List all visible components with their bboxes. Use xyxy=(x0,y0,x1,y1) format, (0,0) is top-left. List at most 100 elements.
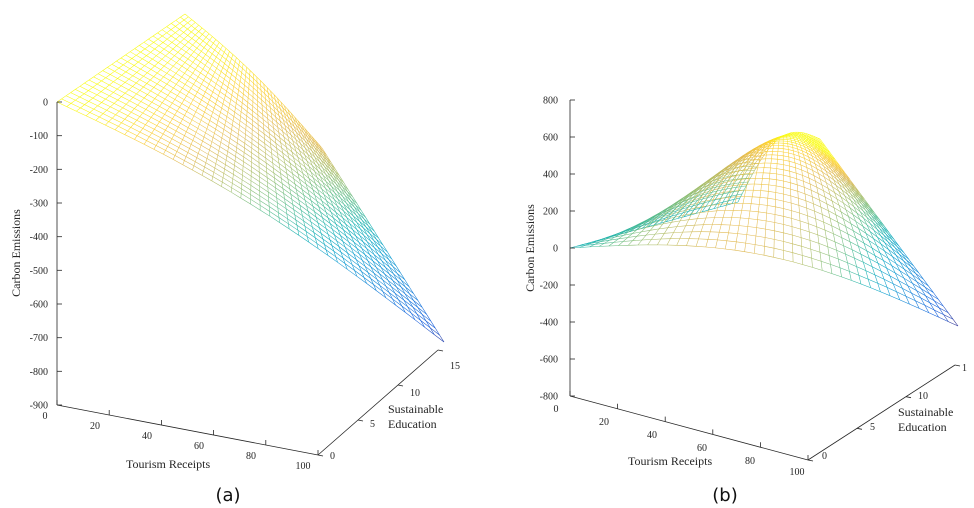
surface-mesh-line xyxy=(195,31,199,36)
surface-mesh-line xyxy=(193,111,197,116)
surface-mesh-line xyxy=(158,58,163,63)
surface-mesh-line xyxy=(221,182,223,187)
panel-a-x-tick-label: 100 xyxy=(296,461,311,472)
surface-mesh-line xyxy=(350,235,359,243)
surface-mesh-line xyxy=(200,115,204,121)
surface-mesh-line xyxy=(193,84,200,89)
surface-mesh-line xyxy=(842,171,847,176)
surface-mesh-line xyxy=(387,280,397,288)
surface-mesh-line xyxy=(215,159,218,164)
surface-mesh-line xyxy=(811,257,822,262)
surface-mesh-line xyxy=(179,19,185,24)
surface-mesh-line xyxy=(228,107,235,113)
surface-mesh-line xyxy=(80,104,85,109)
surface-mesh-line xyxy=(865,270,869,280)
surface-mesh-line xyxy=(645,230,651,236)
surface-mesh-line xyxy=(113,78,118,82)
panel-a-y-ticks: 0 5 10 15 xyxy=(317,349,460,462)
surface-mesh-line xyxy=(322,238,333,246)
surface-mesh-line xyxy=(294,162,297,169)
surface-mesh-line xyxy=(757,149,761,153)
surface-mesh-line xyxy=(170,55,175,60)
surface-mesh-line xyxy=(889,275,899,281)
surface-mesh-line xyxy=(294,183,303,190)
surface-mesh-line xyxy=(222,56,227,60)
surface-mesh-line xyxy=(203,76,206,81)
surface-mesh-line xyxy=(901,253,909,260)
surface-mesh-line xyxy=(697,191,702,194)
surface-mesh-line xyxy=(834,241,837,251)
surface-mesh-line xyxy=(724,240,728,250)
surface-mesh-line xyxy=(933,309,939,318)
surface-mesh-line xyxy=(892,239,898,247)
panel-a-z-tick-label: -500 xyxy=(30,266,48,277)
surface-mesh-line xyxy=(279,120,282,127)
surface-mesh-line xyxy=(837,221,846,227)
surface-mesh-line xyxy=(343,203,351,210)
surface-mesh-line xyxy=(202,115,210,121)
surface-mesh-line xyxy=(677,201,683,206)
surface-mesh-line xyxy=(382,279,387,287)
surface-mesh-line xyxy=(364,254,369,261)
surface-mesh-line xyxy=(315,142,320,150)
surface-mesh-line xyxy=(874,274,878,284)
surface-mesh-line xyxy=(339,211,347,218)
surface-mesh-line xyxy=(708,210,717,212)
surface-mesh-line xyxy=(813,136,817,138)
surface-mesh-line xyxy=(899,261,905,270)
surface-mesh-line xyxy=(938,299,944,307)
surface-mesh-line xyxy=(692,204,699,207)
surface-mesh-line xyxy=(806,135,809,137)
surface-mesh-line xyxy=(188,41,193,46)
surface-mesh-line xyxy=(302,189,310,196)
surface-mesh-line xyxy=(227,151,236,157)
surface-mesh-line xyxy=(303,194,306,201)
surface-mesh-line xyxy=(246,111,253,116)
surface-mesh-line xyxy=(697,212,701,219)
surface-mesh-line xyxy=(713,198,722,200)
surface-mesh-line xyxy=(153,145,157,150)
surface-mesh-line xyxy=(183,35,188,40)
surface-mesh-line xyxy=(320,159,326,165)
surface-mesh-line xyxy=(709,196,714,202)
surface-mesh-line xyxy=(731,194,737,197)
surface-mesh-line xyxy=(413,300,419,308)
surface-mesh-line xyxy=(218,63,223,68)
surface-mesh-line xyxy=(317,222,327,229)
surface-mesh-line xyxy=(841,211,849,217)
surface-mesh-line xyxy=(300,167,303,174)
surface-mesh-line xyxy=(97,70,103,74)
surface-mesh-line xyxy=(150,113,155,118)
surface-mesh-line xyxy=(794,162,796,168)
surface-mesh-line xyxy=(873,213,880,220)
surface-mesh-line xyxy=(282,152,289,159)
surface-mesh-line xyxy=(819,144,823,147)
surface-mesh-line xyxy=(918,272,924,280)
surface-mesh-line xyxy=(199,123,208,129)
surface-mesh-line xyxy=(816,158,819,163)
surface-mesh-line xyxy=(205,30,210,34)
panel-b-z-tick-label: 200 xyxy=(543,207,558,218)
surface-mesh-line xyxy=(325,249,329,256)
surface-mesh-line xyxy=(251,171,260,178)
surface-mesh-line xyxy=(839,229,848,235)
surface-mesh-line xyxy=(856,266,860,276)
surface-mesh-line xyxy=(821,184,829,189)
surface-mesh-line xyxy=(267,92,270,98)
surface-mesh-line xyxy=(894,247,902,254)
surface-mesh-line xyxy=(267,182,276,189)
surface-mesh-line xyxy=(181,73,185,78)
surface-mesh-line xyxy=(823,166,827,172)
surface-mesh-line xyxy=(396,286,406,295)
surface-mesh-line xyxy=(258,138,265,144)
surface-mesh-line xyxy=(158,62,165,67)
surface-mesh-line xyxy=(750,166,754,171)
surface-mesh-line xyxy=(172,155,176,160)
surface-mesh-line xyxy=(689,209,695,216)
surface-mesh-line xyxy=(809,134,812,136)
surface-mesh-line xyxy=(756,167,758,173)
surface-mesh-line xyxy=(188,127,197,133)
surface-mesh-line xyxy=(315,216,325,224)
surface-mesh-line xyxy=(241,193,251,200)
surface-mesh-line xyxy=(855,238,865,244)
